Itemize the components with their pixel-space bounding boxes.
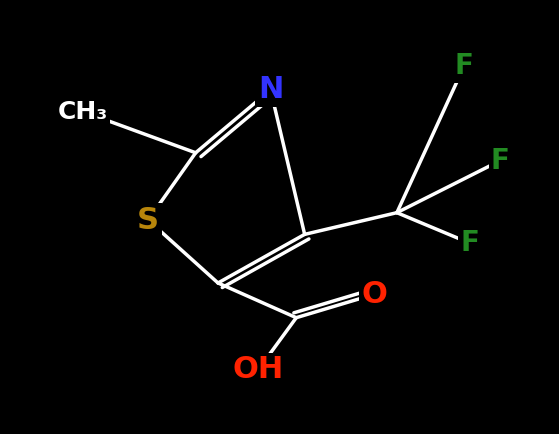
Text: N: N — [258, 76, 283, 104]
Text: O: O — [362, 280, 387, 309]
Text: F: F — [460, 229, 479, 257]
Text: F: F — [491, 147, 510, 174]
Text: S: S — [137, 206, 159, 234]
Text: CH₃: CH₃ — [58, 99, 108, 124]
Text: F: F — [454, 53, 473, 80]
Text: OH: OH — [233, 355, 284, 384]
